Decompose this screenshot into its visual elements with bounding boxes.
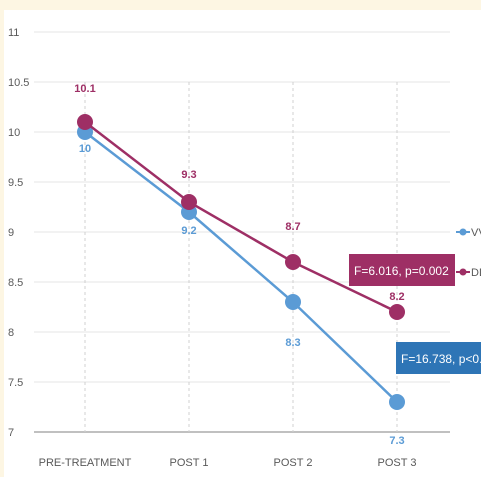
data-label-vvi: 7.3 [389, 435, 404, 447]
y-tick-label: 8 [8, 327, 14, 339]
data-point-ddd [389, 304, 405, 320]
y-tick-label: 7 [8, 427, 14, 439]
y-tick-label: 10 [8, 127, 20, 139]
y-tick-label: 9.5 [8, 177, 23, 189]
line-chart: 11 10.5 10 9.5 9 8.5 8 7.5 7 PRE-TREATMENT POST 1 P… [8, 27, 481, 469]
y-tick-label: 7.5 [8, 377, 23, 389]
chart-frame: 11 10.5 10 9.5 9 8.5 8 7.5 7 PRE-TREATMENT POST 1 P… [4, 10, 481, 477]
data-point-ddd [77, 114, 93, 130]
data-label-ddd: 10.1 [74, 83, 95, 95]
x-tick-label: POST 2 [274, 457, 313, 469]
annotation-box-ddd [349, 254, 455, 286]
data-label-ddd: 9.3 [181, 169, 196, 181]
data-point-vvi [285, 294, 301, 310]
y-tick-label: 10.5 [8, 77, 29, 89]
legend-label-vvi: VVI [471, 227, 481, 239]
legend-label-ddd: DDD [471, 267, 481, 279]
data-label-vvi: 10 [79, 143, 91, 155]
data-label-ddd: 8.2 [389, 291, 404, 303]
data-point-ddd [181, 194, 197, 210]
y-tick-label: 11 [8, 27, 19, 39]
x-tick-label: PRE-TREATMENT [39, 457, 132, 469]
y-tick-label: 9 [8, 227, 14, 239]
x-tick-label: POST 1 [170, 457, 209, 469]
data-label-vvi: 9.2 [181, 225, 196, 237]
series-line-ddd [84, 121, 398, 314]
data-label-ddd: 8.7 [285, 221, 300, 233]
annotation-text-vvi: F=16.738, p<0.001 [401, 352, 481, 366]
series-line-vvi [84, 131, 398, 403]
legend-marker-ddd [459, 268, 467, 276]
data-label-vvi: 8.3 [285, 337, 300, 349]
data-point-vvi [389, 394, 405, 410]
x-tick-label: POST 3 [378, 457, 417, 469]
annotation-box-vvi [396, 342, 481, 374]
y-tick-label: 8.5 [8, 277, 23, 289]
data-point-ddd [285, 254, 301, 270]
annotation-text-ddd: F=6.016, p=0.002 [354, 264, 449, 278]
legend-marker-vvi [459, 228, 467, 236]
